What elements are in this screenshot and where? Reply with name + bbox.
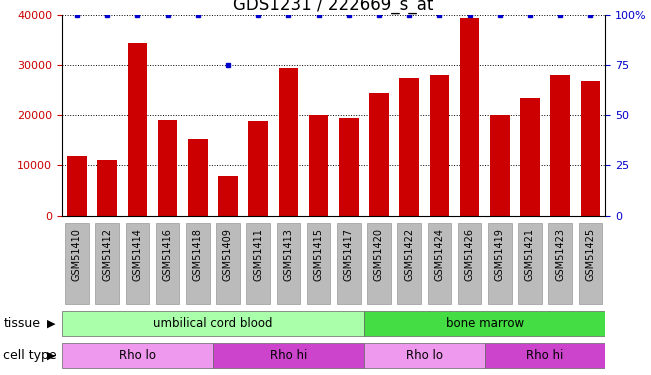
Bar	[490, 116, 510, 216]
Text: GSM51418: GSM51418	[193, 228, 202, 281]
Bar	[460, 18, 479, 216]
Bar	[550, 75, 570, 216]
Bar	[367, 223, 391, 304]
Text: GSM51410: GSM51410	[72, 228, 82, 281]
Bar	[579, 223, 602, 304]
Bar	[399, 78, 419, 216]
Bar	[158, 120, 177, 216]
Bar	[309, 116, 328, 216]
Bar	[248, 122, 268, 216]
Bar	[95, 223, 119, 304]
Text: GSM51424: GSM51424	[434, 228, 445, 281]
Bar	[218, 176, 238, 216]
Text: bone marrow: bone marrow	[445, 317, 523, 330]
Title: GDS1231 / 222669_s_at: GDS1231 / 222669_s_at	[234, 0, 434, 14]
Text: GSM51415: GSM51415	[314, 228, 324, 281]
Bar	[428, 223, 451, 304]
Bar	[458, 223, 481, 304]
Bar	[216, 223, 240, 304]
Bar	[488, 223, 512, 304]
Bar	[188, 140, 208, 216]
Bar	[279, 68, 298, 216]
Text: Rho lo: Rho lo	[406, 349, 443, 362]
Bar	[65, 223, 89, 304]
Text: GSM51420: GSM51420	[374, 228, 384, 281]
Bar	[339, 118, 359, 216]
Text: cell type: cell type	[3, 349, 57, 362]
Bar	[337, 223, 361, 304]
Bar	[213, 343, 364, 368]
Bar	[246, 223, 270, 304]
Bar	[430, 75, 449, 216]
Bar	[518, 223, 542, 304]
Text: tissue: tissue	[3, 317, 40, 330]
Text: Rho hi: Rho hi	[270, 349, 307, 362]
Text: GSM51413: GSM51413	[283, 228, 294, 281]
Bar	[156, 223, 179, 304]
Bar	[128, 43, 147, 216]
Text: GSM51417: GSM51417	[344, 228, 353, 281]
Text: Rho lo: Rho lo	[119, 349, 156, 362]
Text: ▶: ▶	[47, 318, 55, 328]
Bar	[520, 98, 540, 216]
Bar	[98, 160, 117, 216]
Bar	[62, 343, 213, 368]
Bar	[484, 343, 605, 368]
Text: ▶: ▶	[47, 350, 55, 360]
Text: GSM51419: GSM51419	[495, 228, 505, 281]
Text: GSM51411: GSM51411	[253, 228, 263, 281]
Text: GSM51423: GSM51423	[555, 228, 565, 281]
Bar	[126, 223, 149, 304]
Bar	[364, 311, 605, 336]
Text: umbilical cord blood: umbilical cord blood	[153, 317, 273, 330]
Text: GSM51426: GSM51426	[465, 228, 475, 281]
Text: GSM51414: GSM51414	[132, 228, 143, 281]
Text: GSM51409: GSM51409	[223, 228, 233, 281]
Bar	[62, 311, 364, 336]
Text: GSM51425: GSM51425	[585, 228, 595, 281]
Bar	[397, 223, 421, 304]
Text: GSM51421: GSM51421	[525, 228, 535, 281]
Text: GSM51416: GSM51416	[163, 228, 173, 281]
Text: GSM51422: GSM51422	[404, 228, 414, 281]
Bar	[548, 223, 572, 304]
Bar	[369, 93, 389, 216]
Bar	[581, 81, 600, 216]
Text: GSM51412: GSM51412	[102, 228, 112, 281]
Bar	[364, 343, 484, 368]
Bar	[307, 223, 330, 304]
Bar	[67, 156, 87, 216]
Text: Rho hi: Rho hi	[527, 349, 564, 362]
Bar	[186, 223, 210, 304]
Bar	[277, 223, 300, 304]
